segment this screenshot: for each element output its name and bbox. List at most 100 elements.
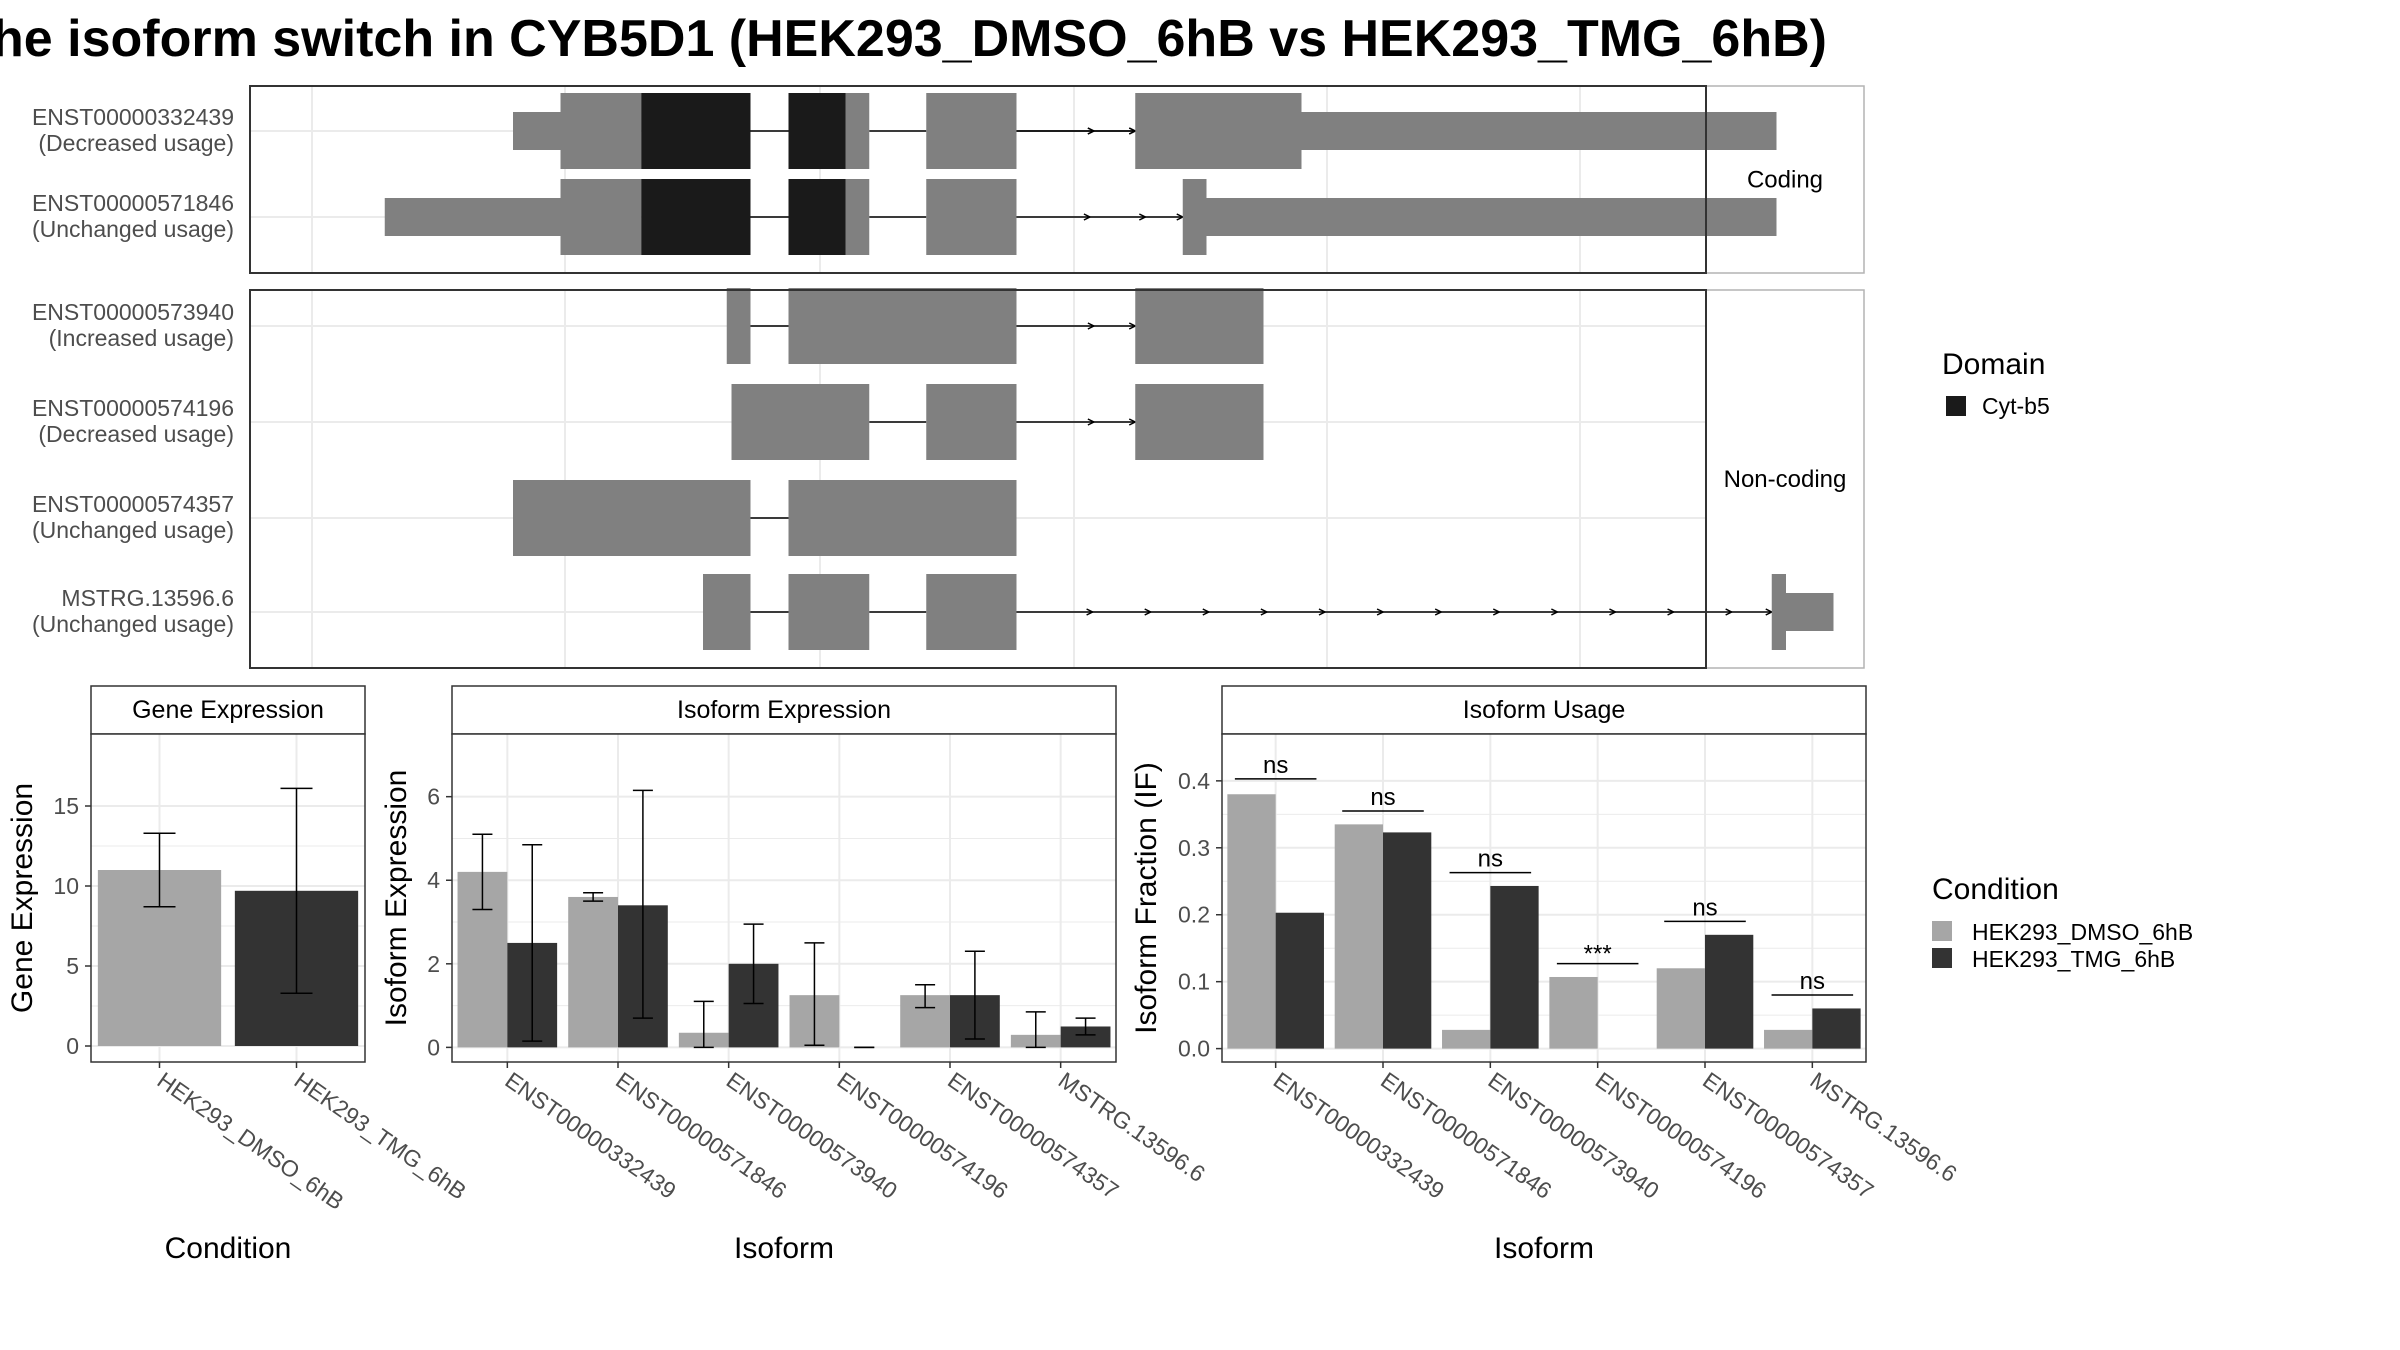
intron-arrow <box>1087 418 1096 426</box>
chart-title: he isoform switch in CYB5D1 (HEK293_DMSO… <box>0 10 1827 68</box>
isoform-usage-label: (Unchanged usage) <box>32 216 234 242</box>
significance-label: ns <box>1800 968 1825 995</box>
y-axis-title: Isoform Fraction (IF) <box>1130 762 1163 1034</box>
y-tick-label: 0.0 <box>1178 1036 1210 1062</box>
y-tick-label: 0.2 <box>1178 902 1210 928</box>
domain-legend-swatch <box>1946 396 1966 416</box>
intron-arrow <box>1609 608 1618 616</box>
exon <box>608 93 642 169</box>
transcript-structure-plot: CodingNon-codingENST00000332439(Decrease… <box>32 85 1865 669</box>
x-axis-title: Isoform <box>1494 1232 1594 1265</box>
bar <box>1275 912 1324 1049</box>
panel-strip-label: Gene Expression <box>132 696 324 724</box>
panel-strip <box>90 685 366 735</box>
panel-strip-label: Isoform Usage <box>1463 696 1626 724</box>
significance-label: ns <box>1370 784 1395 811</box>
y-tick-label: 2 <box>427 951 440 977</box>
bar <box>1812 1008 1861 1049</box>
bar <box>1490 885 1539 1049</box>
panel-border <box>90 733 366 1063</box>
domain-legend-title: Domain <box>1942 348 2045 381</box>
y-tick-label: 0 <box>427 1034 440 1060</box>
exon <box>788 288 1017 364</box>
bar <box>1549 976 1598 1049</box>
significance-label: ns <box>1692 894 1717 921</box>
y-axis-title: Isoform Expression <box>380 770 413 1027</box>
y-tick-label: 0.4 <box>1178 768 1210 794</box>
panel-strip <box>1221 685 1867 735</box>
intron-arrow <box>1667 608 1676 616</box>
domain-exon <box>788 179 846 255</box>
isoform-name-label: ENST00000571846 <box>32 190 234 216</box>
isoform-usage-label: (Unchanged usage) <box>32 611 234 637</box>
condition-legend: Condition HEK293_DMSO_6hB HEK293_TMG_6hB <box>1932 873 2193 972</box>
exon <box>788 574 870 650</box>
y-tick-label: 0 <box>66 1033 79 1059</box>
intron-arrow <box>1087 322 1096 330</box>
panel-border <box>1221 733 1867 1063</box>
exon <box>1135 93 1302 169</box>
isoform-usage-label: (Increased usage) <box>49 325 234 351</box>
intron-arrow <box>1144 608 1153 616</box>
exon <box>926 179 1017 255</box>
exon <box>926 93 1017 169</box>
y-tick-label: 6 <box>427 784 440 810</box>
isoform-name-label: ENST00000573940 <box>32 299 234 325</box>
exon <box>513 480 751 556</box>
condition-legend-swatch-tmg <box>1932 948 1952 968</box>
intron-arrow <box>1083 213 1092 221</box>
exon <box>845 93 870 169</box>
structure-strip <box>1705 85 1865 274</box>
isoform-expression-chart: Isoform Expression0246ENST00000332439ENS… <box>380 685 1210 1265</box>
condition-legend-label-dmso: HEK293_DMSO_6hB <box>1972 919 2193 945</box>
x-axis-title: Condition <box>165 1232 292 1265</box>
exon <box>1135 288 1264 364</box>
structure-strip-label: Coding <box>1747 167 1823 194</box>
isoform-name-label: ENST00000574196 <box>32 395 234 421</box>
isoform-name-label: MSTRG.13596.6 <box>61 585 234 611</box>
intron-arrow <box>1318 608 1327 616</box>
intron-arrow <box>1087 127 1096 135</box>
exon <box>513 112 561 150</box>
intron-arrow <box>1434 608 1443 616</box>
isoform-usage-label: (Unchanged usage) <box>32 517 234 543</box>
condition-legend-swatch-dmso <box>1932 921 1952 941</box>
panel-strip <box>451 685 1117 735</box>
y-tick-label: 0.1 <box>1178 969 1210 995</box>
significance-label: ns <box>1263 752 1288 779</box>
domain-legend: Domain Cyt-b5 <box>1942 348 2050 419</box>
intron-arrow <box>1725 608 1734 616</box>
exon <box>726 288 751 364</box>
y-axis-title: Gene Expression <box>6 783 39 1013</box>
exon <box>1771 574 1786 650</box>
exon <box>1135 384 1264 460</box>
bar <box>568 896 618 1048</box>
bar <box>1227 794 1276 1049</box>
exon <box>384 198 561 236</box>
structure-panel-border <box>249 289 1707 669</box>
significance-label: *** <box>1584 941 1612 968</box>
exon <box>845 179 870 255</box>
isoform-usage-label: (Decreased usage) <box>38 421 234 447</box>
y-tick-label: 4 <box>427 867 440 893</box>
isoform-name-label: ENST00000574357 <box>32 491 234 517</box>
y-tick-label: 0.3 <box>1178 835 1210 861</box>
exon <box>1206 198 1777 236</box>
exon <box>1182 179 1207 255</box>
condition-legend-title: Condition <box>1932 873 2059 906</box>
intron-arrow <box>1138 213 1148 221</box>
y-tick-label: 10 <box>53 873 79 899</box>
exon <box>1786 593 1834 631</box>
panel-border <box>451 733 1117 1063</box>
bar <box>1705 934 1754 1049</box>
bar <box>1764 1029 1813 1049</box>
bar <box>1442 1029 1491 1049</box>
structure-panel-border <box>249 85 1707 274</box>
x-axis-title: Isoform <box>734 1232 834 1265</box>
exon <box>703 574 751 650</box>
panel-strip-label: Isoform Expression <box>677 696 891 724</box>
intron-arrow <box>1492 608 1501 616</box>
bar <box>1334 824 1383 1049</box>
isoform-usage-label: (Decreased usage) <box>38 130 234 156</box>
